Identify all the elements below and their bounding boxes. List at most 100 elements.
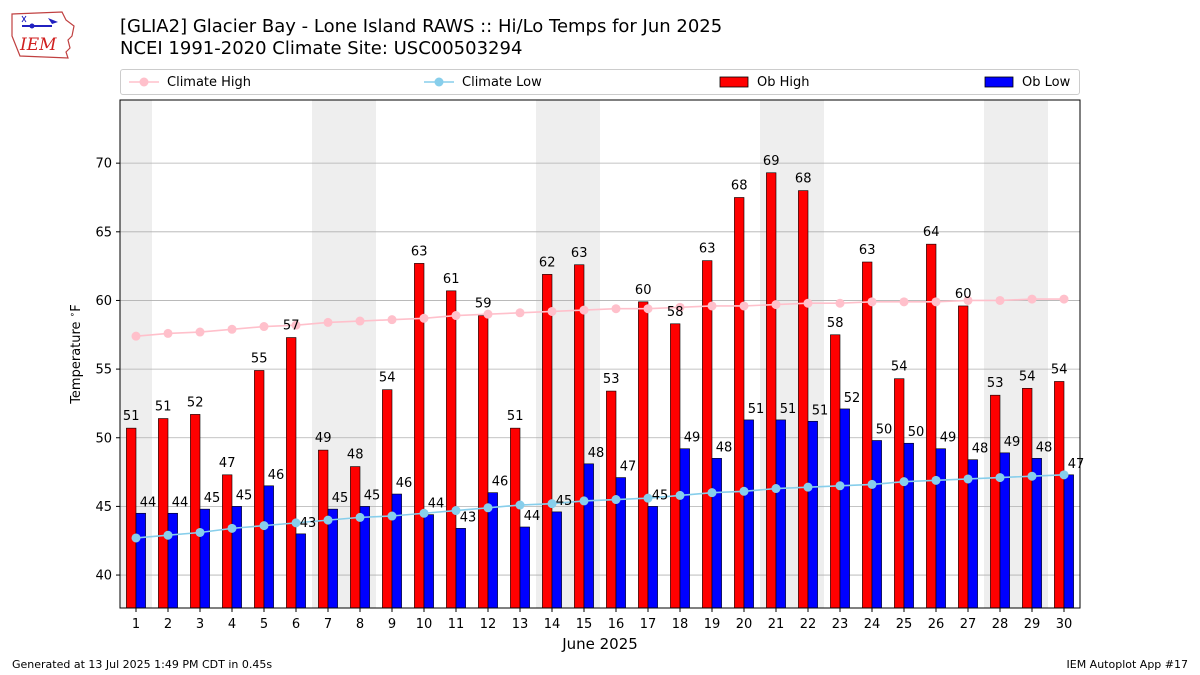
x-tick-label: 26 bbox=[928, 617, 945, 632]
climate-high-point bbox=[1027, 294, 1037, 304]
ob-high-bar bbox=[190, 414, 201, 609]
ob-low-label: 45 bbox=[364, 488, 381, 503]
x-tick-label: 16 bbox=[608, 617, 625, 632]
x-tick-label: 1 bbox=[132, 617, 140, 632]
climate-high-point bbox=[803, 298, 813, 308]
ob-high-bar bbox=[574, 264, 585, 609]
x-tick-label: 19 bbox=[704, 617, 721, 632]
ob-high-label: 63 bbox=[571, 246, 588, 261]
ob-high-bar bbox=[286, 337, 297, 609]
ob-high-label: 54 bbox=[1051, 362, 1068, 377]
x-tick-label: 3 bbox=[196, 617, 204, 632]
ob-low-bar bbox=[647, 506, 658, 609]
title-line-1: [GLIA2] Glacier Bay - Lone Island RAWS :… bbox=[120, 16, 723, 37]
x-tick-label: 29 bbox=[1024, 617, 1041, 632]
ob-high-bar bbox=[382, 389, 393, 609]
climate-high-point bbox=[387, 315, 397, 325]
ob-high-bar bbox=[990, 394, 1001, 609]
ob-high-bar bbox=[830, 334, 841, 609]
ob-low-bar bbox=[519, 526, 530, 609]
ob-high-label: 58 bbox=[667, 305, 684, 320]
ob-low-label: 51 bbox=[812, 403, 829, 418]
ob-low-bar bbox=[903, 442, 914, 609]
x-tick-label: 12 bbox=[480, 617, 497, 632]
x-tick-label: 13 bbox=[512, 617, 529, 632]
ob-high-label: 53 bbox=[987, 376, 1004, 391]
ob-low-bar bbox=[551, 511, 562, 609]
climate-high-point bbox=[579, 305, 589, 315]
climate-high-point bbox=[963, 295, 973, 305]
climate-low-point bbox=[995, 473, 1005, 483]
climate-high-point bbox=[643, 304, 653, 314]
ob-low-bar bbox=[263, 485, 274, 609]
ob-high-label: 54 bbox=[379, 371, 396, 386]
ob-low-label: 49 bbox=[940, 431, 957, 446]
y-tick-label: 50 bbox=[95, 431, 112, 446]
ob-high-label: 69 bbox=[763, 154, 780, 169]
climate-high-point bbox=[739, 301, 749, 311]
climate-low-point bbox=[387, 511, 397, 521]
ob-high-label: 57 bbox=[283, 319, 300, 334]
climate-low-point bbox=[803, 482, 813, 492]
x-tick-label: 2 bbox=[164, 617, 172, 632]
climate-high-point bbox=[259, 322, 269, 332]
climate-low-point bbox=[323, 515, 333, 525]
ob-low-label: 47 bbox=[1068, 457, 1085, 472]
x-tick-label: 6 bbox=[292, 617, 300, 632]
climate-high-point bbox=[771, 300, 781, 310]
climate-high-point bbox=[899, 297, 909, 307]
climate-high-point bbox=[1059, 294, 1069, 304]
x-tick-label: 11 bbox=[448, 617, 465, 632]
ob-low-label: 44 bbox=[140, 495, 157, 510]
ob-high-label: 55 bbox=[251, 351, 268, 366]
climate-low-point bbox=[451, 506, 461, 516]
ob-low-bar bbox=[391, 493, 402, 609]
ob-low-label: 46 bbox=[396, 476, 413, 491]
ob-high-bar bbox=[798, 190, 809, 609]
ob-low-label: 48 bbox=[716, 440, 733, 455]
climate-high-point bbox=[195, 327, 205, 337]
ob-low-bar bbox=[231, 506, 242, 609]
x-tick-label: 8 bbox=[356, 617, 364, 632]
climate-low-point bbox=[739, 486, 749, 496]
climate-low-point bbox=[835, 481, 845, 491]
x-axis-label: June 2025 bbox=[561, 635, 638, 653]
x-tick-label: 20 bbox=[736, 617, 753, 632]
climate-low-point bbox=[675, 490, 685, 500]
ob-low-label: 47 bbox=[620, 460, 637, 475]
ob-low-bar bbox=[935, 448, 946, 609]
ob-low-label: 49 bbox=[1004, 435, 1021, 450]
ob-high-bar bbox=[254, 370, 265, 609]
climate-high-point bbox=[227, 324, 237, 334]
climate-high-point bbox=[323, 317, 333, 327]
climate-low-point bbox=[259, 521, 269, 531]
climate-high-point bbox=[355, 316, 365, 326]
climate-low-point bbox=[579, 496, 589, 506]
ob-high-label: 68 bbox=[795, 172, 812, 187]
ob-low-label: 45 bbox=[236, 488, 253, 503]
ob-high-label: 47 bbox=[219, 456, 236, 471]
ob-high-label: 51 bbox=[155, 400, 172, 415]
ob-low-label: 48 bbox=[1036, 440, 1053, 455]
logo-text: IEM bbox=[19, 35, 57, 55]
ob-low-bar bbox=[775, 419, 786, 609]
ob-high-bar bbox=[350, 466, 361, 609]
ob-high-bar bbox=[542, 274, 553, 609]
climate-high-point bbox=[131, 331, 141, 341]
x-tick-label: 21 bbox=[768, 617, 785, 632]
ob-high-bar bbox=[478, 315, 489, 609]
ob-low-swatch bbox=[984, 76, 1014, 88]
ob-low-label: 44 bbox=[428, 497, 445, 512]
climate-low-point bbox=[707, 488, 717, 498]
ob-high-bar bbox=[1022, 388, 1033, 609]
ob-low-label: 45 bbox=[652, 488, 669, 503]
climate-low-point bbox=[227, 523, 237, 533]
x-tick-label: 18 bbox=[672, 617, 689, 632]
ob-high-label: 58 bbox=[827, 316, 844, 331]
ob-high-label: 53 bbox=[603, 372, 620, 387]
climate-high-point bbox=[707, 301, 717, 311]
x-tick-label: 28 bbox=[992, 617, 1009, 632]
ob-low-label: 51 bbox=[780, 402, 797, 417]
ob-high-bar bbox=[702, 260, 713, 609]
ob-low-bar bbox=[1031, 458, 1042, 609]
